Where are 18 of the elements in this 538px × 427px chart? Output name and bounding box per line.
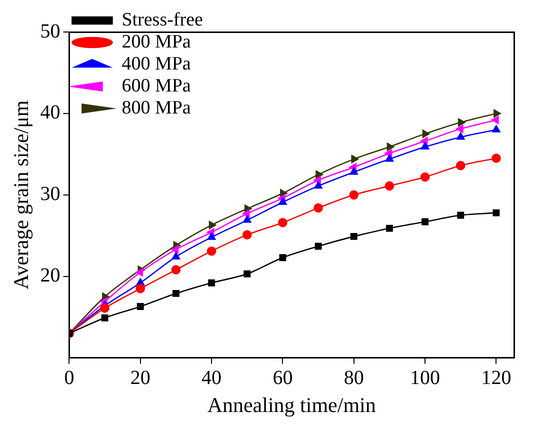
y-tick-label: 30 bbox=[40, 183, 60, 206]
x-tick-label: 20 bbox=[130, 367, 150, 390]
legend-label: 400 MPa bbox=[122, 53, 192, 74]
legend-label: Stress-free bbox=[122, 9, 203, 30]
legend-label: 600 MPa bbox=[122, 75, 192, 96]
x-tick-label: 60 bbox=[272, 367, 293, 390]
legend-label: 200 MPa bbox=[122, 31, 192, 52]
y-tick-label: 50 bbox=[40, 20, 60, 42]
x-tick-label: 40 bbox=[202, 367, 222, 390]
x-tick-label: 0 bbox=[64, 367, 74, 390]
x-tick-label: 120 bbox=[481, 367, 512, 390]
x-tick-label: 80 bbox=[344, 367, 364, 390]
x-axis-title: Annealing time/min bbox=[207, 392, 376, 417]
y-tick-label: 20 bbox=[40, 264, 60, 287]
legend-label: 800 MPa bbox=[122, 97, 192, 118]
x-tick-label: 100 bbox=[410, 367, 440, 390]
y-axis-title: Average grain size/μm bbox=[9, 100, 34, 290]
y-tick-label: 40 bbox=[40, 102, 60, 124]
